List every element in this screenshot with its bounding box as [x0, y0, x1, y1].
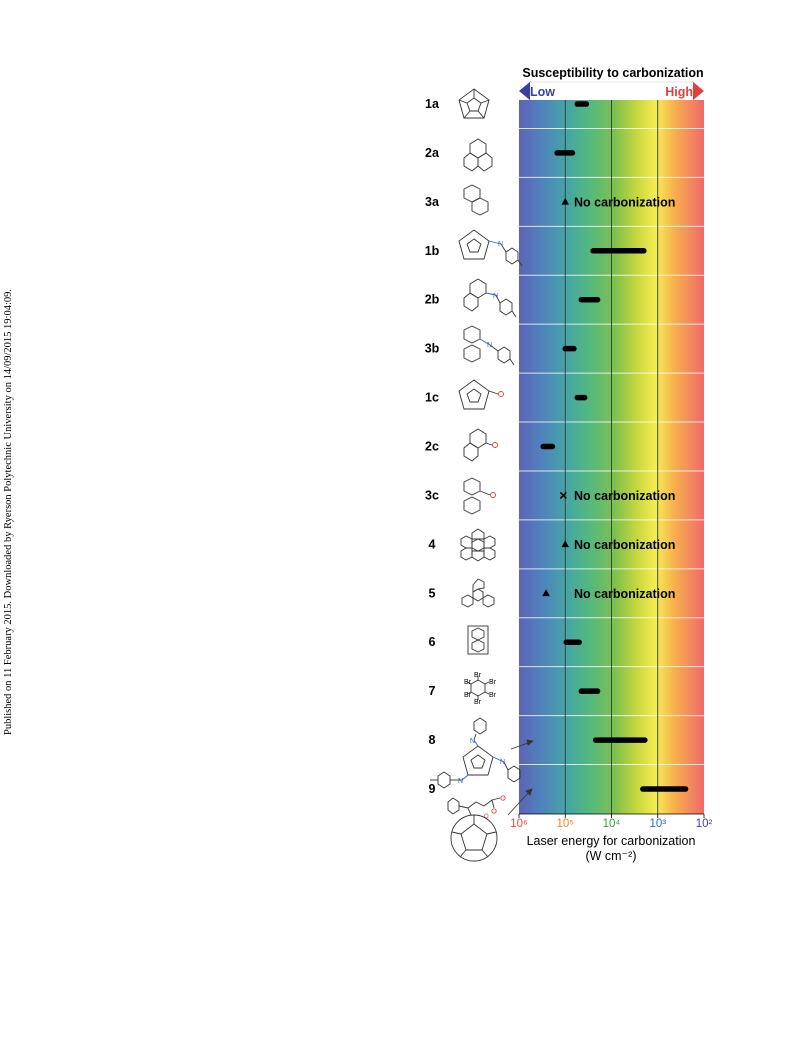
no-carbonization-label: No carbonization — [574, 195, 675, 209]
molecular-structures — [430, 88, 523, 862]
scale-bar — [530, 82, 693, 100]
substituent-labels: Br Br Br Br Br Br N N N N N N O — [458, 241, 505, 820]
x-axis-unit: (W cm⁻²) — [585, 849, 636, 863]
structure-5 — [461, 578, 495, 608]
no-carbonization-label: No carbonization — [574, 587, 675, 601]
structure-9 — [447, 795, 506, 862]
x-ticks: 10⁶ 10⁵ 10⁴ 10³ 10² — [510, 813, 713, 830]
compound-label-3a: 3a — [425, 195, 440, 209]
x-tick-label: 10² — [696, 818, 713, 830]
compound-label-2a: 2a — [425, 146, 440, 160]
structure-2c — [463, 428, 498, 462]
structure-8 — [430, 717, 521, 789]
br-label-5: Br — [474, 699, 482, 706]
x-axis-label: Laser energy for carbonization — [527, 834, 696, 848]
chart-title: Susceptibility to carbonization — [522, 66, 703, 80]
n-label-3b: N — [487, 342, 492, 349]
n-label-8c: N — [458, 778, 463, 785]
n-label-8b: N — [500, 759, 505, 766]
structure-3c — [463, 477, 496, 515]
compound-label-2b: 2b — [425, 293, 440, 307]
x-tick-label: 10⁶ — [510, 818, 528, 830]
scale-low-label: Low — [530, 85, 555, 99]
pointer-arrows — [507, 739, 534, 816]
arrow-9 — [507, 790, 531, 816]
triangle-marker-3a — [561, 197, 570, 205]
structure-3a — [463, 184, 489, 216]
structure-7 — [466, 676, 490, 700]
scale-left-arrowhead — [519, 81, 531, 101]
bars: No carbonization No carbonization No carbo… — [540, 101, 689, 792]
structure-6 — [467, 625, 489, 655]
structure-2b — [463, 278, 517, 318]
compound-label-1a: 1a — [425, 97, 440, 111]
susceptibility-scale: Low High — [519, 81, 704, 101]
compound-label-7: 7 — [429, 684, 436, 698]
no-carbonization-label: No carbonization — [574, 489, 675, 503]
x-tick-label: 10⁵ — [556, 818, 574, 830]
triangle-marker-5 — [542, 589, 550, 597]
structure-1b — [458, 229, 523, 267]
n-label-8a: N — [470, 738, 475, 745]
structure-1a — [458, 88, 490, 119]
arrow-9-head — [525, 788, 533, 796]
br-label-6: Br — [489, 692, 497, 699]
compound-label-2c: 2c — [425, 440, 439, 454]
br-label-3: Br — [489, 679, 497, 686]
compound-label-1b: 1b — [425, 244, 440, 258]
compound-label-1c: 1c — [425, 391, 439, 405]
n-label-1b: N — [498, 241, 503, 248]
br-label-4: Br — [464, 692, 472, 699]
scale-right-arrowhead — [692, 81, 704, 101]
scale-high-label: High — [665, 85, 693, 99]
triangle-marker-4 — [561, 540, 570, 548]
compound-label-6: 6 — [429, 635, 436, 649]
structure-3b — [463, 325, 515, 366]
row-labels: 1a 2a 3a 1b 2b 3b 1c 2c 3c 4 5 6 7 8 9 — [425, 97, 440, 796]
x-tick-label: 10³ — [649, 818, 666, 830]
compound-label-8: 8 — [429, 733, 436, 747]
compound-label-9: 9 — [429, 782, 436, 796]
arrow-8-head — [526, 739, 534, 746]
structure-4 — [460, 528, 496, 562]
gridlines — [564, 100, 659, 814]
br-label-2: Br — [474, 672, 482, 679]
o-label-9: O — [484, 814, 489, 820]
no-carbonization-label: No carbonization — [574, 538, 675, 552]
br-label-1: Br — [464, 679, 472, 686]
x-tick-label: 10⁴ — [603, 818, 621, 830]
compound-label-3c: 3c — [425, 488, 439, 502]
structure-2a — [463, 138, 493, 172]
compound-label-4: 4 — [429, 537, 436, 551]
structure-1c — [458, 379, 504, 410]
n-label-2b: N — [493, 293, 498, 300]
compound-label-5: 5 — [429, 586, 436, 600]
cross-marker-3c — [559, 491, 567, 499]
compound-label-3b: 3b — [425, 342, 440, 356]
